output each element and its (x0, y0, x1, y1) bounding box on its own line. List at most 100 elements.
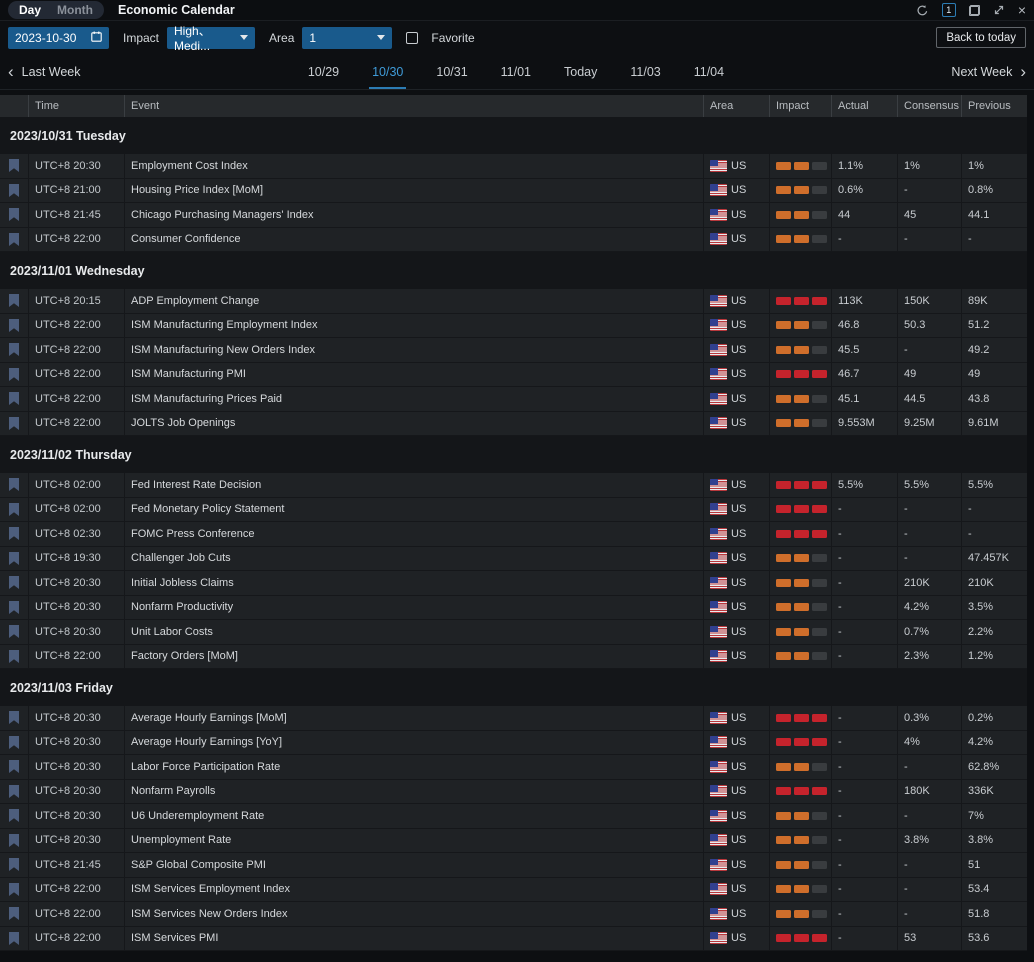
event-name[interactable]: ISM Services New Orders Index (124, 902, 703, 926)
event-name[interactable]: ISM Manufacturing PMI (124, 362, 703, 386)
event-name[interactable]: Consumer Confidence (124, 227, 703, 251)
table-row[interactable]: UTC+8 20:30 Unit Labor Costs US - 0.7% 2… (0, 620, 1027, 645)
event-name[interactable]: Initial Jobless Claims (124, 571, 703, 595)
table-row[interactable]: UTC+8 22:00 JOLTS Job Openings US 9.553M… (0, 411, 1027, 436)
bookmark-icon[interactable] (9, 735, 19, 749)
bookmark-icon[interactable] (9, 416, 19, 430)
bookmark-icon[interactable] (9, 711, 19, 725)
bookmark-icon[interactable] (9, 784, 19, 798)
event-name[interactable]: Challenger Job Cuts (124, 546, 703, 570)
bookmark-icon[interactable] (9, 367, 19, 381)
event-name[interactable]: ADP Employment Change (124, 289, 703, 313)
table-row[interactable]: UTC+8 22:00 ISM Manufacturing Employment… (0, 313, 1027, 338)
event-name[interactable]: Fed Interest Rate Decision (124, 473, 703, 497)
event-name[interactable]: Labor Force Participation Rate (124, 755, 703, 779)
event-name[interactable]: Nonfarm Productivity (124, 595, 703, 619)
event-name[interactable]: Employment Cost Index (124, 154, 703, 178)
bookmark-icon[interactable] (9, 649, 19, 663)
bookmark-icon[interactable] (9, 294, 19, 308)
event-name[interactable]: FOMC Press Conference (124, 522, 703, 546)
favorite-checkbox[interactable] (406, 31, 419, 44)
week-date-tab[interactable]: 11/04 (693, 64, 725, 79)
event-name[interactable]: Average Hourly Earnings [MoM] (124, 706, 703, 730)
week-date-tab[interactable]: Today (564, 64, 598, 79)
count-badge[interactable]: 1 (941, 3, 956, 17)
bookmark-icon[interactable] (9, 931, 19, 945)
event-name[interactable]: ISM Services Employment Index (124, 877, 703, 901)
table-row[interactable]: UTC+8 20:30 Average Hourly Earnings [YoY… (0, 730, 1027, 755)
bookmark-icon[interactable] (9, 760, 19, 774)
week-date-tab[interactable]: 11/03 (630, 64, 661, 79)
table-row[interactable]: UTC+8 22:00 ISM Services Employment Inde… (0, 877, 1027, 902)
bookmark-icon[interactable] (9, 208, 19, 222)
table-row[interactable]: UTC+8 21:45 S&P Global Composite PMI US … (0, 853, 1027, 878)
bookmark-icon[interactable] (9, 318, 19, 332)
date-picker-input[interactable]: 2023-10-30 (8, 26, 109, 49)
table-row[interactable]: UTC+8 02:00 Fed Interest Rate Decision U… (0, 473, 1027, 498)
event-name[interactable]: ISM Manufacturing Employment Index (124, 313, 703, 337)
event-name[interactable]: Chicago Purchasing Managers' Index (124, 203, 703, 227)
table-row[interactable]: UTC+8 20:30 Nonfarm Productivity US - 4.… (0, 595, 1027, 620)
table-row[interactable]: UTC+8 20:30 Employment Cost Index US 1.1… (0, 154, 1027, 179)
event-name[interactable]: Unit Labor Costs (124, 620, 703, 644)
event-name[interactable]: S&P Global Composite PMI (124, 853, 703, 877)
close-icon[interactable]: × (1017, 2, 1026, 18)
table-row[interactable]: UTC+8 22:00 Consumer Confidence US - - - (0, 227, 1027, 252)
table-row[interactable]: UTC+8 20:30 Unemployment Rate US - 3.8% … (0, 828, 1027, 853)
event-name[interactable]: U6 Underemployment Rate (124, 804, 703, 828)
week-date-tab[interactable]: 11/01 (500, 64, 532, 79)
table-row[interactable]: UTC+8 20:30 Average Hourly Earnings [MoM… (0, 706, 1027, 731)
bookmark-icon[interactable] (9, 478, 19, 492)
next-week-button[interactable]: Next Week › (951, 54, 1026, 89)
table-row[interactable]: UTC+8 19:30 Challenger Job Cuts US - - 4… (0, 546, 1027, 571)
table-row[interactable]: UTC+8 21:45 Chicago Purchasing Managers'… (0, 203, 1027, 228)
tab-day[interactable]: Day (19, 3, 42, 17)
event-name[interactable]: Unemployment Rate (124, 828, 703, 852)
refresh-icon[interactable] (916, 4, 929, 17)
bookmark-icon[interactable] (9, 858, 19, 872)
table-row[interactable]: UTC+8 22:00 ISM Manufacturing New Orders… (0, 338, 1027, 363)
back-to-today-button[interactable]: Back to today (936, 27, 1026, 48)
area-filter-dropdown[interactable]: 1 (302, 26, 393, 49)
event-name[interactable]: ISM Manufacturing New Orders Index (124, 338, 703, 362)
bookmark-icon[interactable] (9, 392, 19, 406)
event-name[interactable]: Average Hourly Earnings [YoY] (124, 730, 703, 754)
table-row[interactable]: UTC+8 20:30 Labor Force Participation Ra… (0, 755, 1027, 780)
table-row[interactable]: UTC+8 20:30 U6 Underemployment Rate US -… (0, 804, 1027, 829)
impact-filter-dropdown[interactable]: High、Medi... (167, 24, 256, 53)
bookmark-icon[interactable] (9, 159, 19, 173)
event-name[interactable]: Fed Monetary Policy Statement (124, 497, 703, 521)
bookmark-icon[interactable] (9, 833, 19, 847)
table-row[interactable]: UTC+8 22:00 ISM Services PMI US - 53 53.… (0, 926, 1027, 951)
table-row[interactable]: UTC+8 21:00 Housing Price Index [MoM] US… (0, 178, 1027, 203)
bookmark-icon[interactable] (9, 882, 19, 896)
bookmark-icon[interactable] (9, 809, 19, 823)
bookmark-icon[interactable] (9, 625, 19, 639)
bookmark-icon[interactable] (9, 343, 19, 357)
bookmark-icon[interactable] (9, 600, 19, 614)
bookmark-icon[interactable] (9, 183, 19, 197)
table-row[interactable]: UTC+8 02:30 FOMC Press Conference US - -… (0, 522, 1027, 547)
bookmark-icon[interactable] (9, 551, 19, 565)
event-name[interactable]: Factory Orders [MoM] (124, 644, 703, 668)
event-name[interactable]: ISM Manufacturing Prices Paid (124, 387, 703, 411)
week-date-tab[interactable]: 10/30 (369, 54, 407, 89)
table-row[interactable]: UTC+8 22:00 Factory Orders [MoM] US - 2.… (0, 644, 1027, 669)
bookmark-icon[interactable] (9, 232, 19, 246)
week-date-tab[interactable]: 10/31 (436, 64, 468, 79)
event-name[interactable]: Nonfarm Payrolls (124, 779, 703, 803)
table-row[interactable]: UTC+8 22:00 ISM Manufacturing Prices Pai… (0, 387, 1027, 412)
week-date-tab[interactable]: 10/29 (307, 64, 340, 79)
bookmark-icon[interactable] (9, 527, 19, 541)
bookmark-icon[interactable] (9, 576, 19, 590)
bookmark-icon[interactable] (9, 502, 19, 516)
bookmark-icon[interactable] (9, 907, 19, 921)
table-row[interactable]: UTC+8 20:30 Initial Jobless Claims US - … (0, 571, 1027, 596)
table-row[interactable]: UTC+8 20:30 Nonfarm Payrolls US - 180K 3… (0, 779, 1027, 804)
expand-icon[interactable] (993, 4, 1005, 16)
event-name[interactable]: JOLTS Job Openings (124, 411, 703, 435)
restore-icon[interactable] (968, 4, 980, 16)
event-name[interactable]: Housing Price Index [MoM] (124, 178, 703, 202)
table-row[interactable]: UTC+8 22:00 ISM Services New Orders Inde… (0, 902, 1027, 927)
table-row[interactable]: UTC+8 20:15 ADP Employment Change US 113… (0, 289, 1027, 314)
